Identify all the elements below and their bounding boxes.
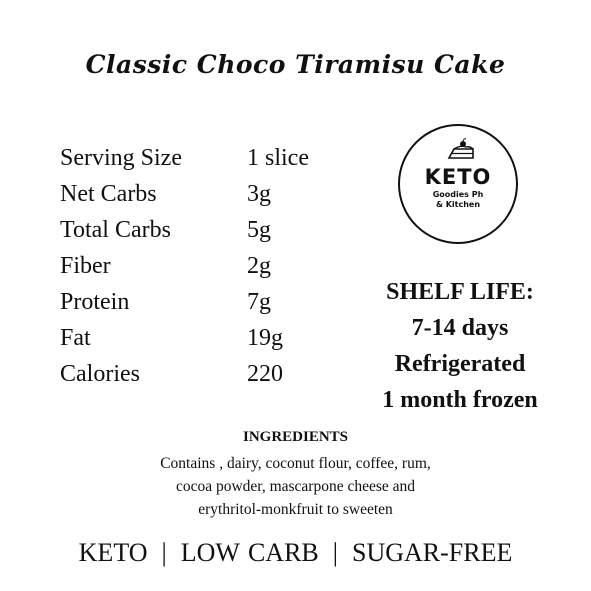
logo-subtext: & Kitchen: [435, 200, 481, 209]
nutrition-label: Serving Size: [60, 145, 182, 171]
nutrition-value: 19g: [247, 325, 283, 351]
ingredients-line: cocoa powder, mascarpone cheese and: [175, 478, 416, 495]
shelf-life-heading: SHELF LIFE:: [386, 279, 534, 305]
nutrition-row-net-carbs: Net Carbs 3g: [60, 178, 360, 214]
nutrition-label: Fat: [60, 325, 91, 351]
nutrition-label: Calories: [60, 361, 140, 387]
nutrition-value: 2g: [247, 253, 271, 279]
ingredients-line: Contains , dairy, coconut flour, coffee,…: [160, 455, 431, 472]
nutrition-row-fat: Fat 19g: [60, 322, 360, 358]
diet-tags: KETO | LOW CARB | SUGAR-FREE: [0, 538, 591, 568]
tag-separator: |: [332, 538, 338, 567]
ingredients-text: Contains , dairy, coconut flour, coffee,…: [0, 452, 591, 521]
nutrition-row-calories: Calories 220: [60, 358, 360, 394]
ingredients-line: erythritol-monkfruit to sweeten: [198, 501, 393, 518]
tag-low-carb: LOW CARB: [180, 538, 319, 567]
shelf-life-line: 7-14 days: [411, 315, 509, 341]
cake-slice-icon: [447, 138, 474, 159]
tag-separator: |: [161, 538, 167, 567]
logo-subtext: Goodies Ph: [432, 190, 484, 199]
nutrition-row-serving-size: Serving Size 1 slice: [60, 142, 360, 178]
nutrition-row-total-carbs: Total Carbs 5g: [60, 214, 360, 250]
nutrition-value: 1 slice: [247, 145, 309, 171]
shelf-life-block: SHELF LIFE: 7-14 days Refrigerated 1 mon…: [340, 274, 580, 418]
nutrition-value: 220: [247, 361, 283, 387]
shelf-life-line: Refrigerated: [394, 351, 526, 377]
nutrition-table: Serving Size 1 slice Net Carbs 3g Total …: [60, 142, 360, 394]
logo-brand-text: KETO: [424, 165, 492, 189]
tag-keto: KETO: [78, 538, 148, 567]
nutrition-label: Protein: [60, 289, 130, 315]
nutrition-value: 7g: [247, 289, 271, 315]
brand-logo: KETO Goodies Ph & Kitchen: [398, 124, 518, 244]
nutrition-value: 3g: [247, 181, 271, 207]
shelf-life-line: 1 month frozen: [382, 387, 538, 413]
nutrition-label: Fiber: [60, 253, 111, 279]
nutrition-label: Net Carbs: [60, 181, 157, 207]
product-title: Classic Choco Tiramisu Cake: [85, 50, 506, 79]
tag-sugar-free: SUGAR-FREE: [351, 538, 513, 567]
nutrition-row-fiber: Fiber 2g: [60, 250, 360, 286]
nutrition-label: Total Carbs: [60, 217, 171, 243]
ingredients-heading: INGREDIENTS: [242, 429, 349, 445]
nutrition-value: 5g: [247, 217, 271, 243]
nutrition-row-protein: Protein 7g: [60, 286, 360, 322]
